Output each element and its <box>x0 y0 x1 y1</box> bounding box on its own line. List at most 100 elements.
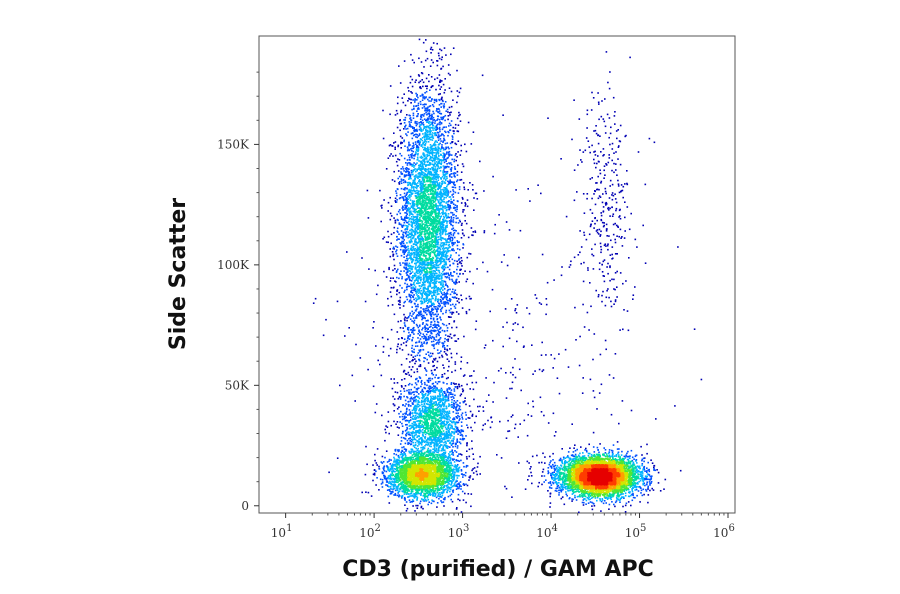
event-point <box>398 406 400 408</box>
event-point <box>451 296 454 298</box>
event-point <box>454 123 457 126</box>
event-point <box>437 134 440 136</box>
event-point <box>387 241 389 244</box>
event-point <box>425 39 427 41</box>
event-point <box>408 393 411 395</box>
event-point <box>436 168 439 170</box>
event-point <box>406 339 409 342</box>
event-point <box>438 341 441 343</box>
event-point <box>376 464 378 466</box>
event-point <box>445 250 447 252</box>
event-point <box>418 238 420 240</box>
event-point <box>458 483 460 486</box>
event-point <box>414 155 416 157</box>
event-point <box>597 134 599 137</box>
event-point <box>444 348 446 351</box>
event-point <box>442 501 445 503</box>
event-point <box>442 258 445 260</box>
event-point <box>417 305 419 308</box>
event-point <box>452 203 455 205</box>
event-point <box>419 183 422 185</box>
event-point <box>404 373 407 375</box>
event-point <box>416 261 419 263</box>
event-point <box>430 173 433 175</box>
event-point <box>405 410 408 413</box>
event-point <box>404 412 406 415</box>
event-point <box>538 368 541 371</box>
event-point <box>427 328 429 331</box>
event-point <box>440 118 443 120</box>
event-point <box>383 199 385 201</box>
event-point <box>646 471 648 473</box>
event-point <box>431 132 434 134</box>
event-point <box>437 185 440 187</box>
event-point <box>389 85 392 87</box>
event-point <box>437 188 439 191</box>
event-point <box>427 276 429 278</box>
event-point <box>412 169 415 171</box>
event-point <box>456 438 458 441</box>
event-point <box>440 295 442 298</box>
event-point <box>464 202 466 204</box>
event-point <box>346 251 348 253</box>
event-point <box>428 112 431 114</box>
event-point <box>429 105 432 107</box>
event-point <box>408 195 411 197</box>
event-point <box>599 443 601 445</box>
event-point <box>410 393 412 395</box>
event-point <box>443 302 445 305</box>
event-point <box>415 250 417 252</box>
event-point <box>426 358 428 361</box>
event-point <box>415 290 418 292</box>
event-point <box>440 195 442 197</box>
event-point <box>443 266 445 269</box>
event-point <box>411 234 414 236</box>
event-point <box>425 129 427 131</box>
event-point <box>411 78 414 81</box>
event-point <box>399 299 401 302</box>
event-point <box>432 85 434 87</box>
event-point <box>404 206 406 209</box>
event-point <box>428 282 431 284</box>
event-point <box>462 476 464 478</box>
event-point <box>392 395 394 398</box>
event-point <box>422 327 424 329</box>
event-point <box>460 469 463 471</box>
event-point <box>400 216 403 218</box>
event-point <box>602 206 605 208</box>
event-point <box>383 465 386 467</box>
event-point <box>436 127 438 129</box>
event-point <box>388 502 391 504</box>
event-point <box>397 145 399 148</box>
event-point <box>450 224 453 226</box>
event-point <box>416 315 418 317</box>
event-point <box>434 122 436 124</box>
event-point <box>402 231 405 234</box>
event-point <box>405 202 407 205</box>
event-point <box>390 295 393 298</box>
event-point <box>414 195 417 197</box>
event-point <box>406 396 408 398</box>
event-point <box>443 189 446 191</box>
event-point <box>444 247 447 249</box>
event-point <box>404 259 407 262</box>
event-point <box>560 497 563 500</box>
event-point <box>440 208 442 210</box>
event-point <box>414 122 416 124</box>
event-point <box>431 49 434 51</box>
event-point <box>455 230 457 232</box>
event-point <box>430 331 433 334</box>
event-point <box>457 200 459 203</box>
event-point <box>414 211 416 214</box>
event-point <box>593 396 596 399</box>
event-point <box>643 467 645 469</box>
event-point <box>416 162 418 164</box>
event-point <box>414 239 416 242</box>
event-point <box>400 147 402 149</box>
event-point <box>443 167 445 169</box>
event-point <box>408 278 411 280</box>
event-point <box>581 501 584 504</box>
event-point <box>440 262 442 265</box>
event-point <box>411 306 413 308</box>
event-point <box>442 237 444 240</box>
